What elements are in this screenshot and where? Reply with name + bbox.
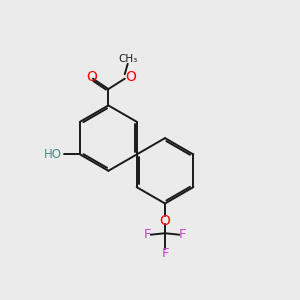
Text: O: O <box>160 214 170 228</box>
Text: F: F <box>161 247 169 260</box>
Text: O: O <box>125 70 136 84</box>
Text: HO: HO <box>44 148 62 161</box>
Text: CH₃: CH₃ <box>118 54 137 64</box>
Text: F: F <box>143 228 151 241</box>
Text: O: O <box>86 70 97 84</box>
Text: F: F <box>179 228 187 241</box>
